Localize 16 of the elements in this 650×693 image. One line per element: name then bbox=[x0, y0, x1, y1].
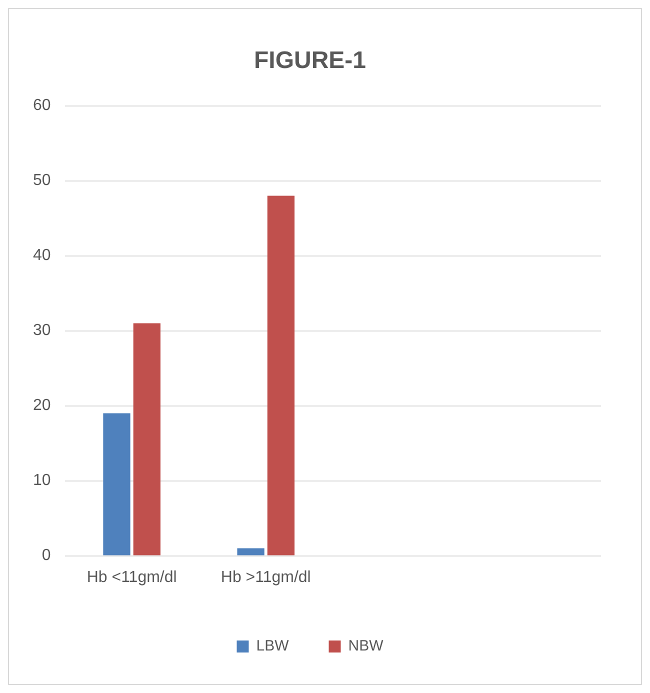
legend-label: LBW bbox=[256, 638, 290, 655]
y-tick-label: 30 bbox=[33, 322, 51, 340]
y-tick-label: 10 bbox=[33, 472, 51, 490]
x-tick-label: Hb >11gm/dl bbox=[220, 568, 311, 586]
chart-title: FIGURE-1 bbox=[254, 47, 366, 74]
y-tick-label: 50 bbox=[33, 172, 51, 190]
y-tick-label: 60 bbox=[33, 97, 51, 114]
x-tick-label: Hb <11gm/dl bbox=[86, 568, 177, 586]
y-tick-label: 20 bbox=[33, 397, 51, 414]
bar bbox=[237, 548, 264, 556]
bar bbox=[267, 196, 295, 556]
bar bbox=[133, 323, 160, 556]
bar bbox=[103, 413, 130, 556]
legend-label: NBW bbox=[348, 638, 384, 655]
y-tick-label: 40 bbox=[33, 247, 51, 264]
y-tick-label: 0 bbox=[42, 547, 51, 564]
